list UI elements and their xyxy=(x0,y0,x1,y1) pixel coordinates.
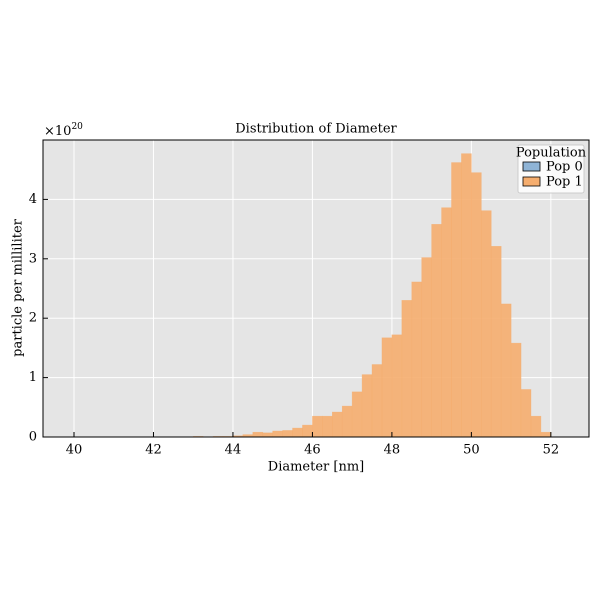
plot-frame xyxy=(42,139,590,438)
bar xyxy=(461,153,472,438)
bar xyxy=(520,389,532,438)
y-tick-label: 1 xyxy=(29,370,37,385)
bar xyxy=(351,391,363,438)
bar xyxy=(302,424,313,438)
legend-label: Pop 0 xyxy=(546,160,583,175)
bar xyxy=(292,427,303,438)
bar xyxy=(262,432,273,438)
bar xyxy=(451,162,462,438)
legend-title: Population xyxy=(516,146,587,161)
y-tick-label: 3 xyxy=(29,251,37,266)
bar xyxy=(471,172,482,438)
y-axis-label: particle per milliliter xyxy=(11,218,26,356)
bar xyxy=(361,374,373,438)
offset-base: ×10 xyxy=(44,124,71,139)
bar xyxy=(481,210,492,438)
bar xyxy=(411,281,423,438)
offset-exponent: 20 xyxy=(71,122,83,132)
bar xyxy=(490,246,502,438)
y-tick-label: 2 xyxy=(29,311,37,326)
bar xyxy=(282,430,293,438)
legend-swatch xyxy=(522,176,541,187)
x-tick-label: 48 xyxy=(384,443,401,458)
bar xyxy=(391,334,403,438)
x-tick-label: 46 xyxy=(304,443,321,458)
chart-title: Distribution of Diameter xyxy=(235,122,397,137)
bar xyxy=(530,415,542,438)
bar xyxy=(252,431,264,438)
x-tick-label: 42 xyxy=(145,443,162,458)
y-tick-label: 0 xyxy=(29,430,37,445)
bar xyxy=(341,405,353,438)
bar xyxy=(510,342,522,438)
bar xyxy=(331,411,343,438)
y-tick-label: 4 xyxy=(29,192,37,207)
bar xyxy=(441,207,452,438)
legend-label: Pop 1 xyxy=(546,175,583,190)
bar xyxy=(272,430,283,438)
bar xyxy=(421,257,432,438)
x-tick-label: 40 xyxy=(66,443,83,458)
x-tick-label: 52 xyxy=(543,443,560,458)
x-tick-label: 50 xyxy=(463,443,480,458)
legend-swatch xyxy=(522,161,541,172)
bar xyxy=(312,415,323,438)
bar xyxy=(401,300,413,438)
bar xyxy=(500,303,512,438)
y-offset-label: ×1020 xyxy=(44,122,83,139)
x-tick-label: 44 xyxy=(225,443,242,458)
bar xyxy=(381,337,393,438)
bar xyxy=(431,224,442,438)
bar xyxy=(540,431,552,438)
x-axis-label: Diameter [nm] xyxy=(268,460,364,475)
bar xyxy=(371,364,383,438)
bar xyxy=(322,415,333,438)
